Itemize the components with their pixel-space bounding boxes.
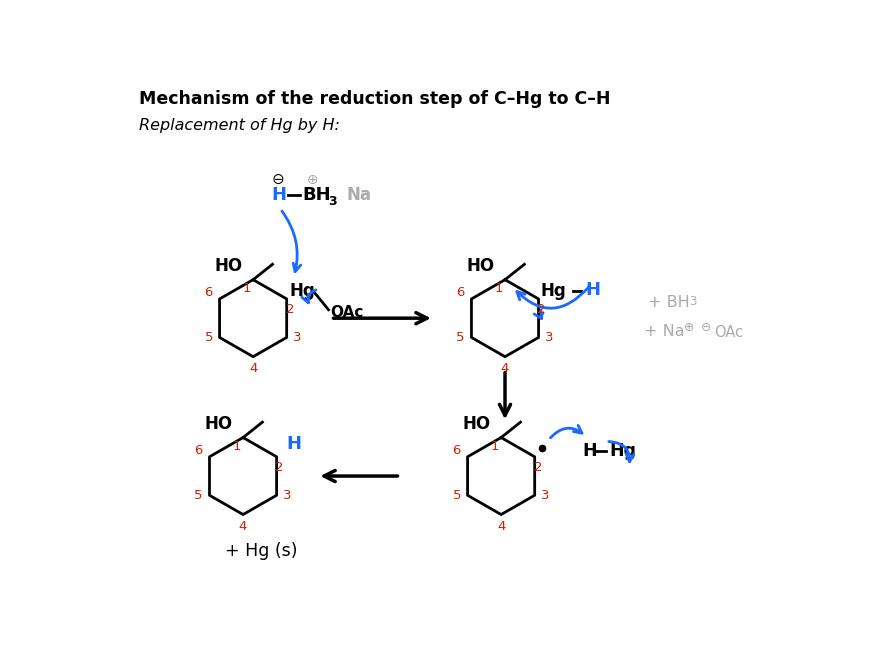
- Text: + Hg (s): + Hg (s): [225, 543, 296, 560]
- Text: H: H: [585, 281, 600, 298]
- Text: 6: 6: [452, 444, 460, 457]
- Text: 2: 2: [285, 303, 294, 316]
- Text: 4: 4: [249, 361, 257, 375]
- Text: 3: 3: [545, 331, 553, 344]
- Text: 2: 2: [537, 303, 545, 316]
- Text: H: H: [271, 186, 286, 204]
- Text: ⊖: ⊖: [700, 321, 710, 334]
- Text: 3: 3: [293, 331, 302, 344]
- Text: + BH: + BH: [647, 295, 689, 310]
- Text: 1: 1: [490, 440, 499, 453]
- Text: 6: 6: [194, 444, 203, 457]
- Text: ⊕: ⊕: [682, 321, 693, 334]
- Text: 2: 2: [275, 461, 283, 474]
- Text: 5: 5: [194, 489, 203, 502]
- Text: 5: 5: [452, 489, 460, 502]
- Text: OAc: OAc: [713, 325, 743, 340]
- Text: 1: 1: [494, 283, 503, 295]
- Text: HO: HO: [215, 257, 243, 275]
- Text: Hg: Hg: [289, 282, 315, 300]
- Text: 1: 1: [242, 283, 251, 295]
- Text: H: H: [582, 441, 596, 460]
- Text: 1: 1: [232, 440, 241, 453]
- Text: 3: 3: [540, 489, 549, 502]
- Text: Hg: Hg: [609, 441, 635, 460]
- Text: + Na: + Na: [644, 324, 684, 338]
- Text: HO: HO: [467, 257, 495, 275]
- Text: ⊖: ⊖: [271, 172, 284, 187]
- Text: 4: 4: [239, 520, 247, 533]
- Text: Hg: Hg: [540, 282, 566, 300]
- Text: BH: BH: [302, 186, 331, 204]
- Text: Na: Na: [346, 186, 372, 204]
- Text: HO: HO: [204, 415, 232, 433]
- Text: OAc: OAc: [330, 305, 363, 320]
- Text: 6: 6: [456, 286, 464, 299]
- Text: HO: HO: [462, 415, 490, 433]
- Text: ⊕: ⊕: [307, 173, 318, 186]
- Text: 3: 3: [283, 489, 291, 502]
- Text: 3: 3: [688, 295, 695, 308]
- Text: 5: 5: [204, 331, 213, 344]
- Text: 6: 6: [204, 286, 212, 299]
- Text: H: H: [286, 436, 301, 453]
- Text: Replacement of Hg by H:: Replacement of Hg by H:: [139, 118, 339, 133]
- Text: 3: 3: [328, 195, 337, 208]
- Text: Mechanism of the reduction step of C–Hg to C–H: Mechanism of the reduction step of C–Hg …: [139, 90, 610, 108]
- Text: 4: 4: [496, 520, 505, 533]
- Text: 2: 2: [533, 461, 541, 474]
- Text: 5: 5: [456, 331, 464, 344]
- Text: 4: 4: [500, 361, 509, 375]
